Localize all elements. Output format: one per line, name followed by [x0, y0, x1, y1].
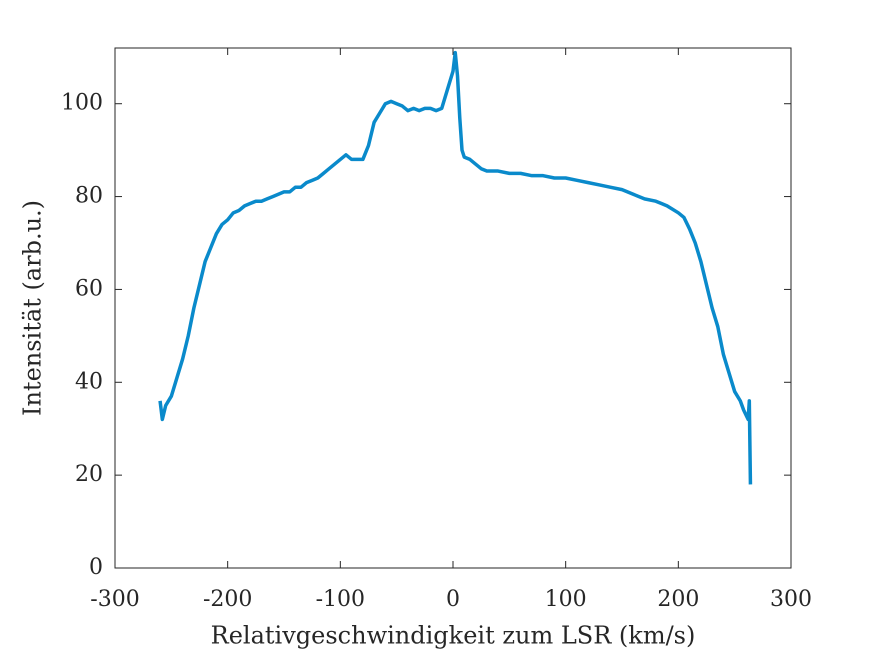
y-tick-label: 40: [75, 369, 103, 394]
y-tick-label: 20: [75, 462, 103, 487]
x-tick-label: 300: [770, 587, 812, 612]
x-tick-label: -200: [203, 587, 252, 612]
y-tick-label: 0: [89, 555, 103, 580]
y-tick-label: 60: [75, 276, 103, 301]
x-tick-label: -100: [316, 587, 365, 612]
x-tick-label: 0: [446, 587, 460, 612]
x-tick-label: 100: [545, 587, 587, 612]
x-tick-label: 200: [657, 587, 699, 612]
y-tick-label: 80: [75, 184, 103, 209]
y-tick-label: 100: [61, 91, 103, 116]
x-axis-label: Relativgeschwindigkeit zum LSR (km/s): [211, 622, 696, 650]
x-tick-label: -300: [90, 587, 139, 612]
y-axis-label: Intensität (arb.u.): [19, 200, 47, 416]
data-line: [158, 50, 753, 485]
plot-frame: [114, 47, 792, 569]
